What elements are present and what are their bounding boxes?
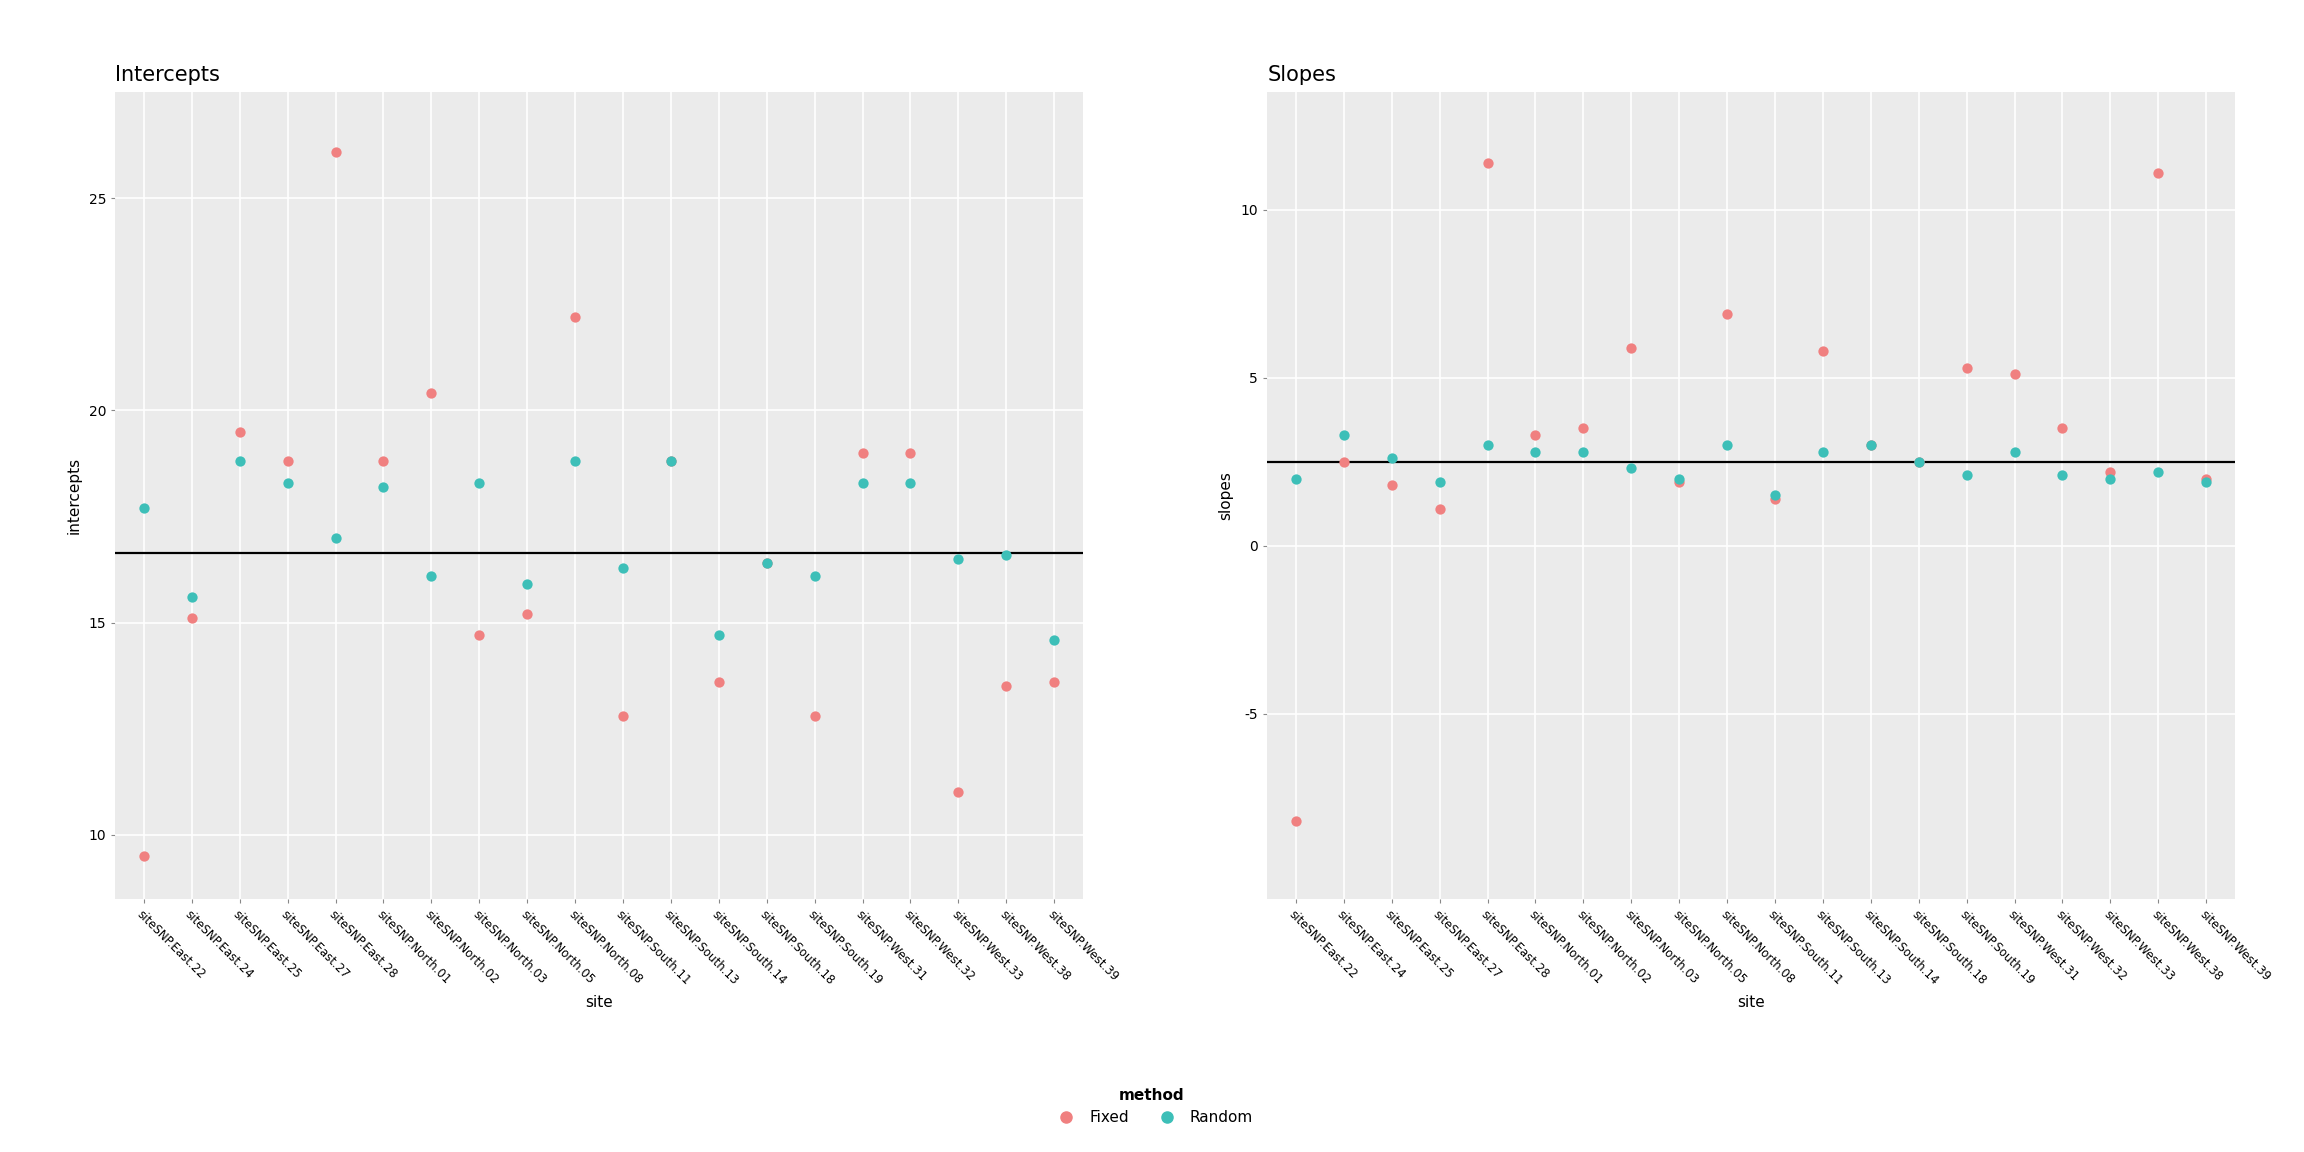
Point [1373, 449, 1410, 468]
Point [1613, 460, 1650, 478]
Point [1276, 469, 1313, 487]
Point [2044, 467, 2081, 485]
Point [892, 473, 929, 492]
Point [1804, 342, 1841, 361]
Point [558, 453, 594, 471]
Point [700, 673, 737, 691]
Point [843, 444, 880, 462]
Point [509, 575, 546, 593]
Point [700, 627, 737, 645]
Point [652, 453, 689, 471]
Point [1613, 339, 1650, 357]
Point [2140, 463, 2177, 482]
Point [1037, 630, 1074, 649]
Point [364, 478, 401, 497]
Point [749, 554, 786, 573]
Point [1422, 500, 1458, 518]
Point [124, 499, 161, 517]
Point [652, 453, 689, 471]
Point [988, 546, 1025, 564]
Y-axis label: slopes: slopes [1219, 471, 1233, 520]
Point [1852, 435, 1889, 454]
Point [1564, 442, 1601, 461]
Point [1901, 453, 1938, 471]
Point [1710, 435, 1746, 454]
Y-axis label: intercepts: intercepts [67, 457, 81, 533]
Legend: Fixed, Random: Fixed, Random [1044, 1079, 1260, 1132]
Point [318, 529, 355, 547]
Point [221, 453, 258, 471]
Point [173, 609, 210, 628]
Point [2189, 469, 2226, 487]
Point [797, 567, 834, 585]
Point [173, 588, 210, 606]
Text: Slopes: Slopes [1267, 65, 1336, 85]
Point [988, 677, 1025, 696]
Point [1804, 442, 1841, 461]
Point [843, 473, 880, 492]
Point [1516, 442, 1553, 461]
Point [1037, 673, 1074, 691]
Point [1422, 472, 1458, 491]
Point [558, 308, 594, 326]
Point [604, 707, 641, 726]
Point [2140, 164, 2177, 182]
Point [412, 385, 449, 403]
Point [2092, 463, 2129, 482]
Point [270, 453, 306, 471]
Point [364, 453, 401, 471]
Point [2044, 419, 2081, 438]
Point [461, 473, 498, 492]
Point [1325, 453, 1362, 471]
Point [940, 550, 977, 568]
Point [270, 473, 306, 492]
Point [1995, 365, 2032, 384]
Point [749, 554, 786, 573]
Point [1661, 469, 1698, 487]
Point [318, 143, 355, 161]
Point [1949, 467, 1986, 485]
Point [1661, 472, 1698, 491]
Point [1949, 358, 1986, 377]
Point [1276, 812, 1313, 831]
Point [1470, 435, 1507, 454]
Point [1852, 435, 1889, 454]
Point [1756, 490, 1793, 508]
Text: Intercepts: Intercepts [115, 65, 221, 85]
Point [892, 444, 929, 462]
Point [1756, 486, 1793, 505]
X-axis label: site: site [585, 995, 613, 1010]
Point [1516, 426, 1553, 445]
Point [124, 847, 161, 865]
Point [1470, 153, 1507, 172]
Point [604, 559, 641, 577]
Point [1325, 426, 1362, 445]
X-axis label: site: site [1737, 995, 1765, 1010]
Point [412, 567, 449, 585]
Point [221, 423, 258, 441]
Point [1901, 453, 1938, 471]
Point [940, 783, 977, 802]
Point [509, 605, 546, 623]
Point [1995, 442, 2032, 461]
Point [1373, 476, 1410, 494]
Point [2189, 472, 2226, 491]
Point [797, 707, 834, 726]
Point [1564, 419, 1601, 438]
Point [1710, 305, 1746, 324]
Point [461, 627, 498, 645]
Point [2092, 469, 2129, 487]
